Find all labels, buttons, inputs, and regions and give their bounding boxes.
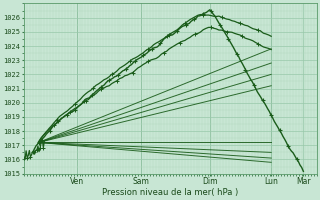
- X-axis label: Pression niveau de la mer( hPa ): Pression niveau de la mer( hPa ): [102, 188, 238, 197]
